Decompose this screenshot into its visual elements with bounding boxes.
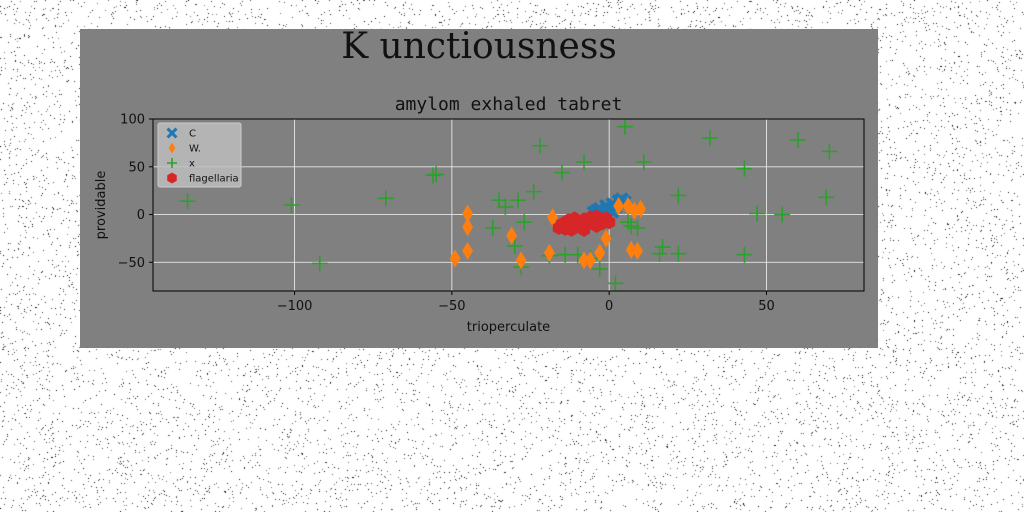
data-point: [651, 245, 668, 262]
data-point: [616, 118, 633, 135]
grid-lines: [153, 118, 864, 291]
y-axis-label: providable: [94, 171, 109, 240]
data-point: [462, 241, 474, 260]
legend-box: [157, 122, 242, 188]
data-point: [635, 199, 647, 218]
data-point: [509, 192, 526, 209]
data-point: [670, 245, 687, 262]
legend-marker: [167, 172, 177, 184]
x-tick-label: −100: [277, 299, 313, 314]
data-point: [525, 183, 542, 200]
data-point: [607, 275, 624, 292]
data-point: [578, 251, 590, 270]
data-point: [635, 154, 652, 170]
data-point: [670, 187, 687, 204]
legend-marker: [168, 142, 176, 154]
y-tick-label: 100: [120, 113, 145, 128]
legend-label: x: [189, 159, 195, 170]
data-point: [576, 154, 593, 170]
data-point: [613, 196, 625, 215]
legend-label: C: [189, 129, 196, 140]
data-point: [179, 193, 196, 210]
data-point: [736, 160, 753, 177]
data-point: [701, 130, 718, 147]
data-point: [654, 239, 671, 256]
plot-frame: [152, 118, 865, 292]
data-point: [516, 214, 533, 231]
data-point: [577, 222, 591, 237]
x-tick-label: 0: [605, 299, 613, 314]
data-point: [484, 219, 501, 236]
y-tick-label: 50: [128, 160, 145, 175]
data-point: [774, 206, 791, 223]
data-points: [179, 118, 838, 292]
data-point: [531, 137, 548, 154]
x-axis-label: trioperculate: [467, 320, 550, 335]
legend: C W. x flagellaria: [157, 122, 242, 188]
data-point: [591, 261, 608, 278]
data-point: [377, 190, 394, 207]
data-point: [821, 143, 838, 160]
figure-panel: [80, 29, 878, 348]
data-point: [625, 240, 637, 259]
data-point: [590, 219, 603, 234]
legend-marker: [167, 158, 177, 168]
y-tick-label: −50: [118, 256, 145, 271]
data-point: [515, 251, 527, 270]
data-point: [462, 217, 474, 236]
data-point: [491, 192, 508, 209]
data-point: [449, 249, 461, 268]
data-point: [620, 214, 637, 231]
data-point: [600, 229, 612, 248]
legend-label: W.: [189, 144, 201, 155]
series-x: [179, 118, 838, 292]
data-point: [552, 220, 565, 235]
data-point: [283, 197, 300, 213]
data-point: [565, 222, 578, 237]
data-point: [497, 198, 514, 215]
axis-ticks: −100 −50 0 50 −50 0 50 100: [118, 113, 775, 315]
data-point: [506, 238, 523, 255]
series-W.: [449, 196, 647, 270]
data-point: [547, 208, 558, 227]
data-point: [543, 243, 555, 262]
legend-marker: [166, 127, 178, 139]
data-point: [553, 164, 570, 181]
data-point: [462, 204, 474, 223]
data-point: [632, 241, 643, 260]
data-point: [818, 189, 835, 206]
data-point: [311, 255, 328, 272]
x-tick-label: 50: [758, 299, 775, 314]
data-point: [736, 246, 753, 263]
data-point: [506, 226, 518, 245]
x-tick-label: −50: [438, 299, 465, 314]
figure-suptitle: K unctiousness: [341, 26, 617, 67]
data-point: [603, 215, 616, 230]
data-point: [584, 251, 596, 270]
data-point: [789, 132, 806, 149]
data-point: [623, 218, 640, 235]
data-point: [749, 205, 766, 222]
data-point: [629, 219, 646, 236]
chart-title: amylom exhaled tabret: [395, 94, 623, 115]
legend-label: flagellaria: [189, 174, 239, 185]
series-flagellaria: [552, 209, 616, 237]
data-point: [568, 211, 581, 226]
data-point: [594, 243, 606, 262]
data-point: [428, 166, 445, 183]
y-tick-label: 0: [137, 208, 145, 223]
data-point: [424, 167, 441, 184]
